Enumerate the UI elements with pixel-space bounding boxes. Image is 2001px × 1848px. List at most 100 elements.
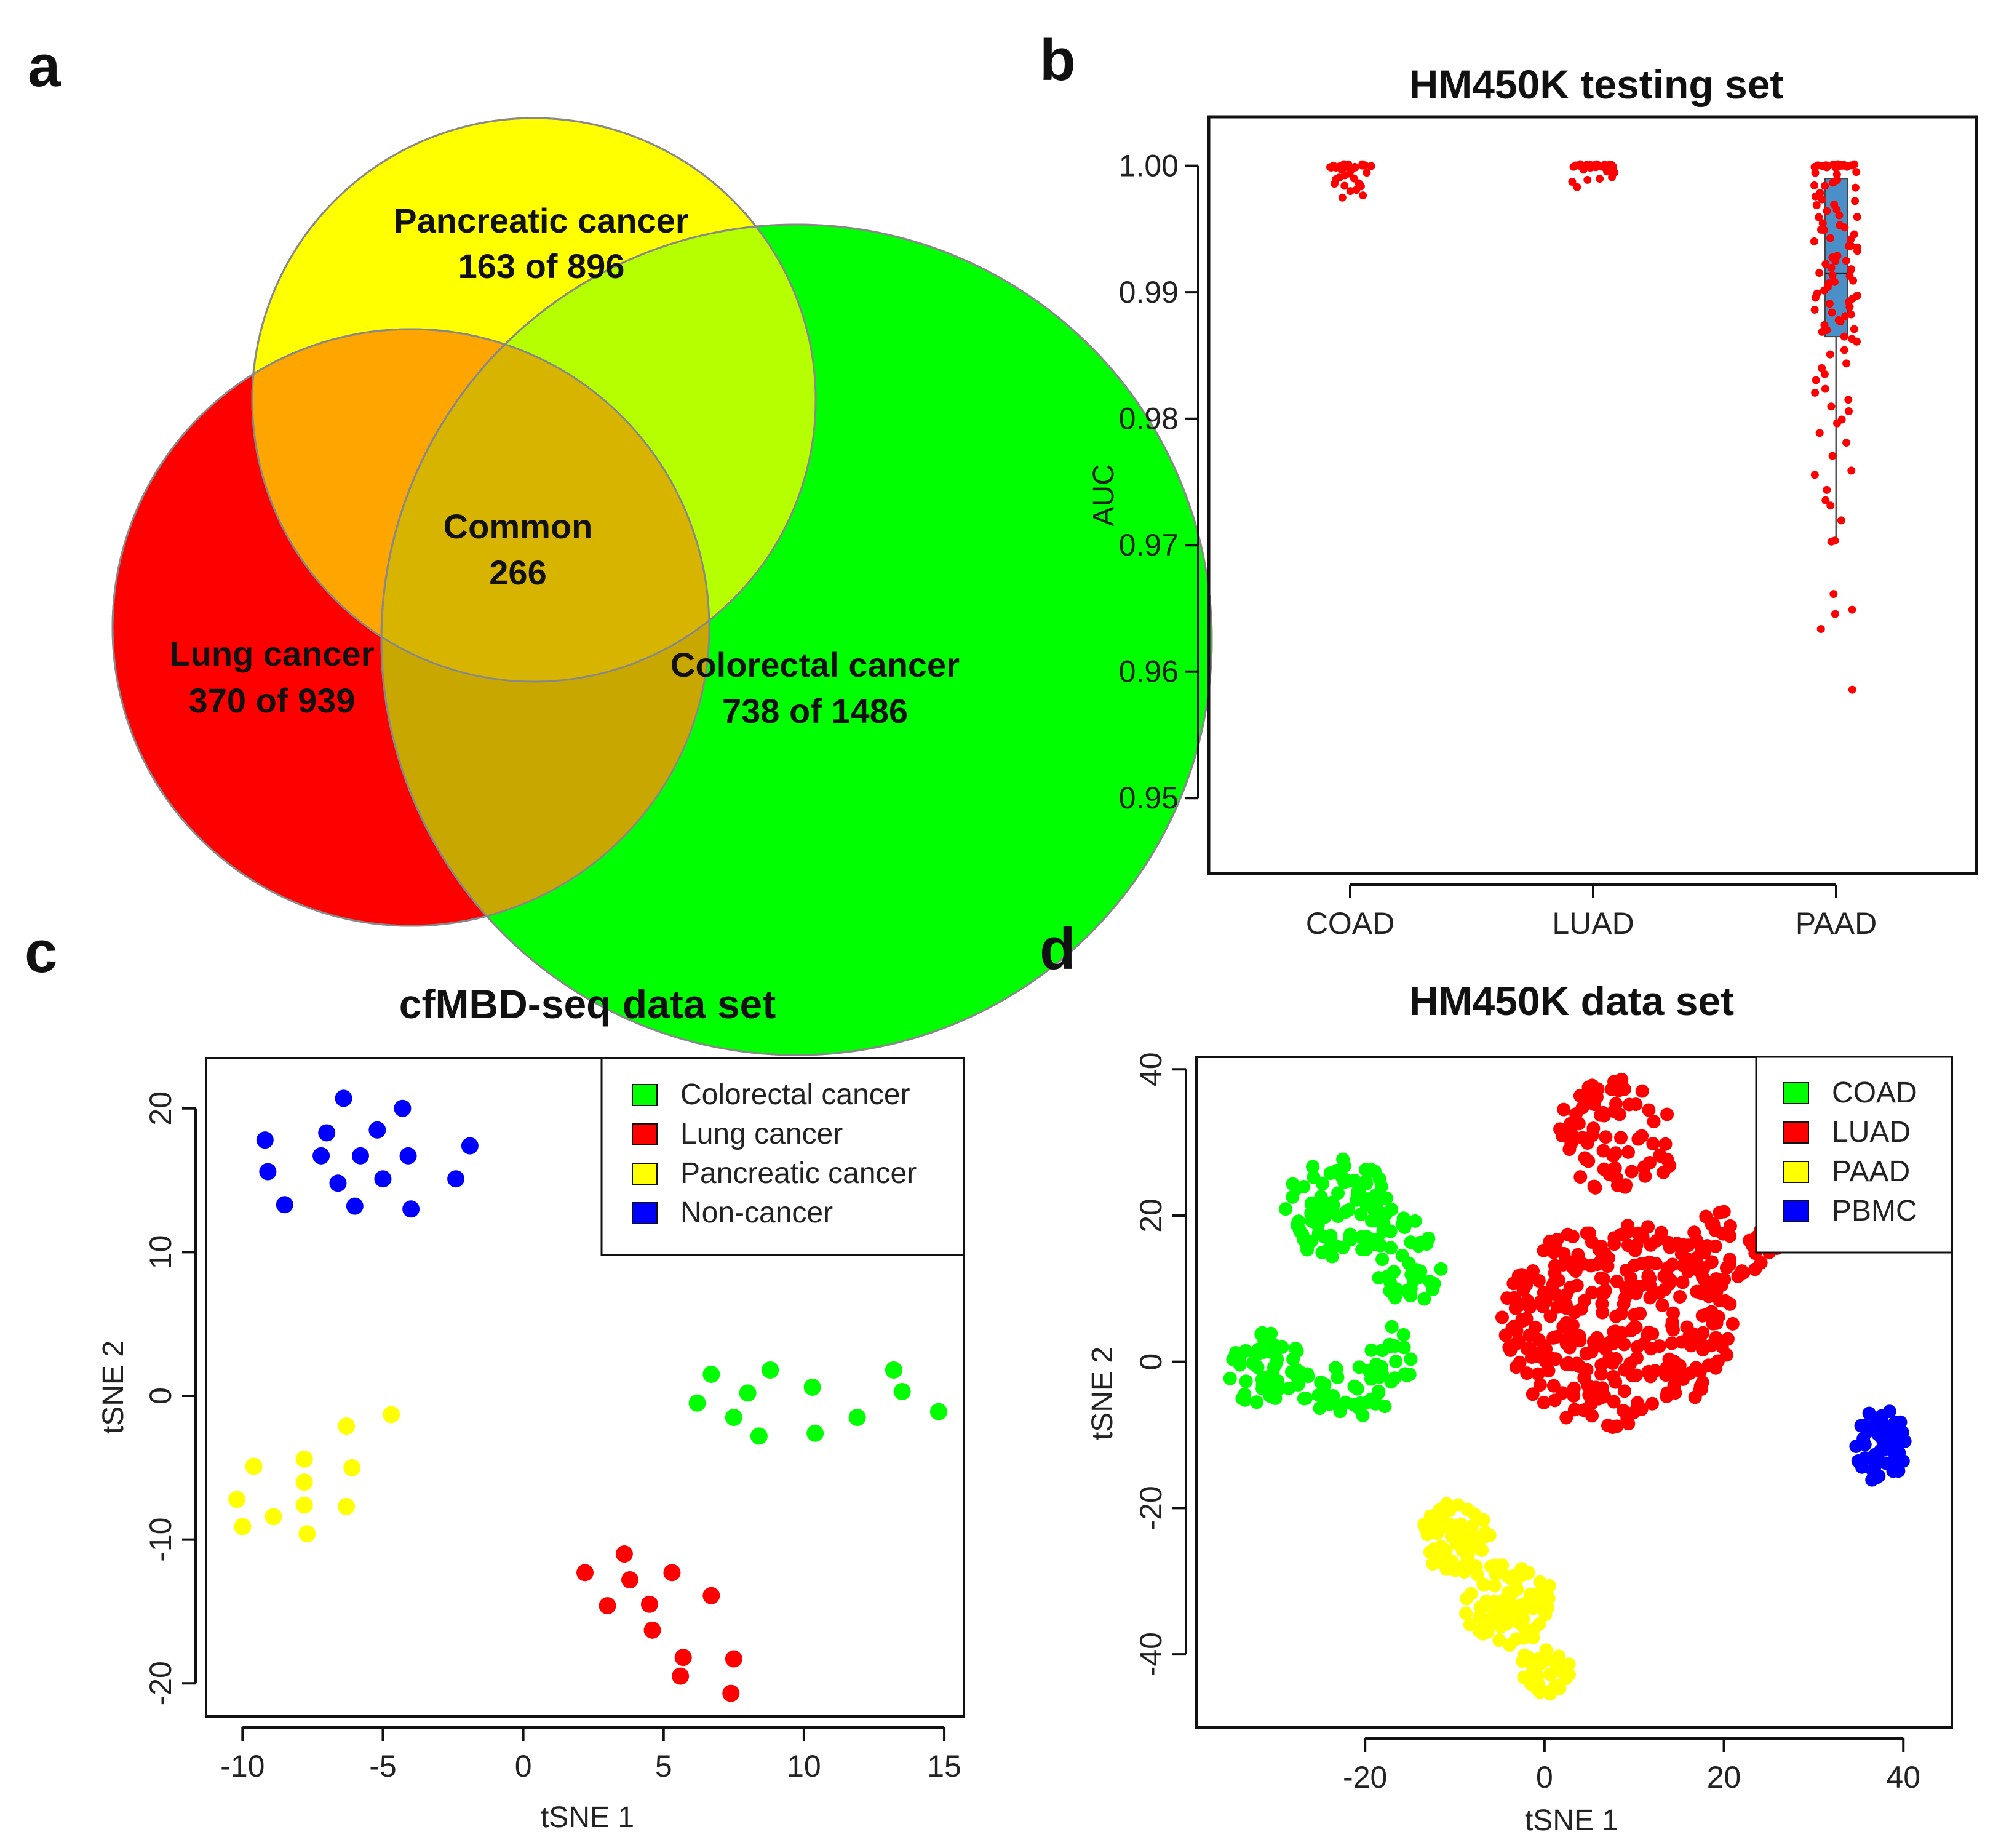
tsne-point xyxy=(1689,1361,1703,1375)
tsne-point xyxy=(672,1667,690,1685)
legend-label: COAD xyxy=(1832,1077,1917,1109)
tsne-point xyxy=(1257,1345,1271,1359)
tsne-point xyxy=(1297,1179,1311,1193)
tsne-point xyxy=(1557,1102,1571,1117)
tsne-point xyxy=(1642,1103,1656,1117)
tsne-point xyxy=(1660,1107,1674,1121)
tsne-point xyxy=(1396,1328,1410,1342)
tsne-point xyxy=(1591,1392,1605,1406)
tsne-point xyxy=(803,1379,821,1396)
tsne-point xyxy=(1343,1227,1358,1241)
tsne-point xyxy=(1607,1324,1621,1339)
tsne-point xyxy=(1342,1203,1356,1217)
tsne-point xyxy=(1562,1657,1576,1671)
tsne-point xyxy=(1538,1607,1553,1622)
tsne-point xyxy=(1562,1340,1577,1355)
tsne-point xyxy=(383,1406,400,1424)
venn-label-lung-count: 370 of 939 xyxy=(189,681,356,720)
tsne-point xyxy=(1537,1395,1551,1409)
tsne-point xyxy=(1539,1643,1553,1657)
tsne-point xyxy=(1610,1274,1624,1288)
tsne-point xyxy=(1350,1382,1364,1396)
auc-point xyxy=(1825,300,1834,308)
auc-point xyxy=(1848,685,1856,694)
auc-point xyxy=(1568,177,1577,186)
tsne-point xyxy=(1418,1521,1433,1535)
tsne-point xyxy=(1526,1387,1540,1401)
tsne-point xyxy=(1543,1309,1557,1323)
tsne-point xyxy=(1688,1255,1702,1269)
auc-point xyxy=(1831,257,1840,265)
tsne-point xyxy=(1709,1331,1723,1345)
tsne-point xyxy=(1385,1320,1399,1334)
tsne-point xyxy=(1520,1366,1534,1380)
tsne-point xyxy=(1395,1248,1409,1262)
x-tick-label-b: PAAD xyxy=(1796,906,1877,941)
tsne-point xyxy=(276,1196,293,1214)
tsne-point xyxy=(688,1394,706,1412)
auc-point xyxy=(1847,235,1855,244)
tsne-point xyxy=(1617,1337,1631,1352)
tsne-point xyxy=(1527,1591,1541,1605)
x-tick-label: 10 xyxy=(787,1749,821,1783)
auc-point xyxy=(1823,485,1831,494)
auc-point xyxy=(1820,370,1829,378)
tsne-point xyxy=(245,1457,263,1475)
legend-swatch xyxy=(632,1163,658,1185)
tsne-point xyxy=(1417,1292,1431,1306)
tsne-point xyxy=(1718,1294,1732,1308)
tsne-point xyxy=(374,1170,392,1188)
tsne-point xyxy=(1289,1342,1303,1356)
venn-label-pancreatic-name: Pancreatic cancer xyxy=(394,201,688,240)
y-tick-label-b: 0.96 xyxy=(1119,655,1179,689)
auc-point xyxy=(1847,265,1856,274)
tsne-point xyxy=(1352,1360,1366,1374)
tsne-point xyxy=(1614,1307,1628,1321)
y-tick-label-b: 0.99 xyxy=(1119,275,1179,309)
tsne-point xyxy=(1653,1148,1667,1162)
tsne-point xyxy=(1889,1441,1903,1455)
tsne-point xyxy=(1376,1224,1390,1238)
auc-point xyxy=(1816,625,1825,634)
y-tick-label: 0 xyxy=(1134,1353,1168,1371)
tsne-point xyxy=(1614,1131,1628,1145)
tsne-point xyxy=(1290,1218,1304,1232)
tsne-point xyxy=(1559,1411,1573,1425)
tsne-point xyxy=(1364,1214,1378,1228)
tsne-point xyxy=(1717,1272,1732,1286)
auc-points xyxy=(1326,160,1861,694)
auc-point xyxy=(1569,162,1578,171)
legend-swatch xyxy=(632,1123,658,1145)
x-axis-b: COAD LUAD PAAD xyxy=(1306,883,1877,941)
y-tick-label: -40 xyxy=(1134,1632,1168,1676)
tsne-point xyxy=(1708,1224,1722,1238)
auc-point xyxy=(1811,388,1820,397)
tsne-point xyxy=(447,1170,465,1188)
auc-point xyxy=(1823,207,1831,215)
tsne-point xyxy=(295,1473,313,1491)
auc-point xyxy=(1833,419,1842,428)
tsne-point xyxy=(1325,1249,1339,1264)
tsne-point xyxy=(725,1409,742,1427)
auc-point xyxy=(1823,163,1831,172)
tsne-point xyxy=(1667,1355,1681,1369)
tsne-point xyxy=(1875,1415,1889,1429)
tsne-point xyxy=(1570,1356,1584,1371)
tsne-point xyxy=(1570,1278,1584,1292)
tsne-point xyxy=(394,1099,412,1117)
auc-point xyxy=(1829,590,1838,599)
y-tick-label: -10 xyxy=(143,1518,178,1562)
tsne-point xyxy=(1318,1377,1332,1392)
tsne-point xyxy=(1675,1335,1689,1349)
tsne-point xyxy=(1523,1300,1537,1314)
auc-point xyxy=(1841,312,1850,321)
legend-swatch xyxy=(1783,1082,1809,1104)
auc-point xyxy=(1818,364,1826,372)
tsne-point xyxy=(1489,1599,1503,1613)
tsne-point xyxy=(674,1649,692,1667)
auc-point xyxy=(1853,337,1861,346)
y-tick-label: 10 xyxy=(143,1235,178,1270)
tsne-point xyxy=(1598,1342,1612,1356)
venn-outline-colorectal xyxy=(380,223,1213,1056)
